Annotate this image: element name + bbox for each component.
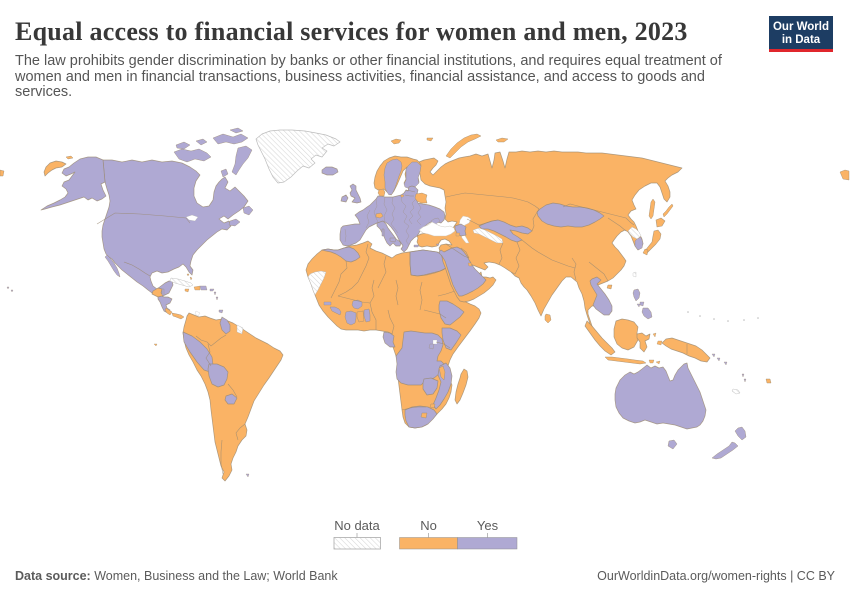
svg-text:No: No	[420, 518, 437, 533]
svg-text:No data: No data	[334, 518, 380, 533]
svg-text:Yes: Yes	[477, 518, 499, 533]
